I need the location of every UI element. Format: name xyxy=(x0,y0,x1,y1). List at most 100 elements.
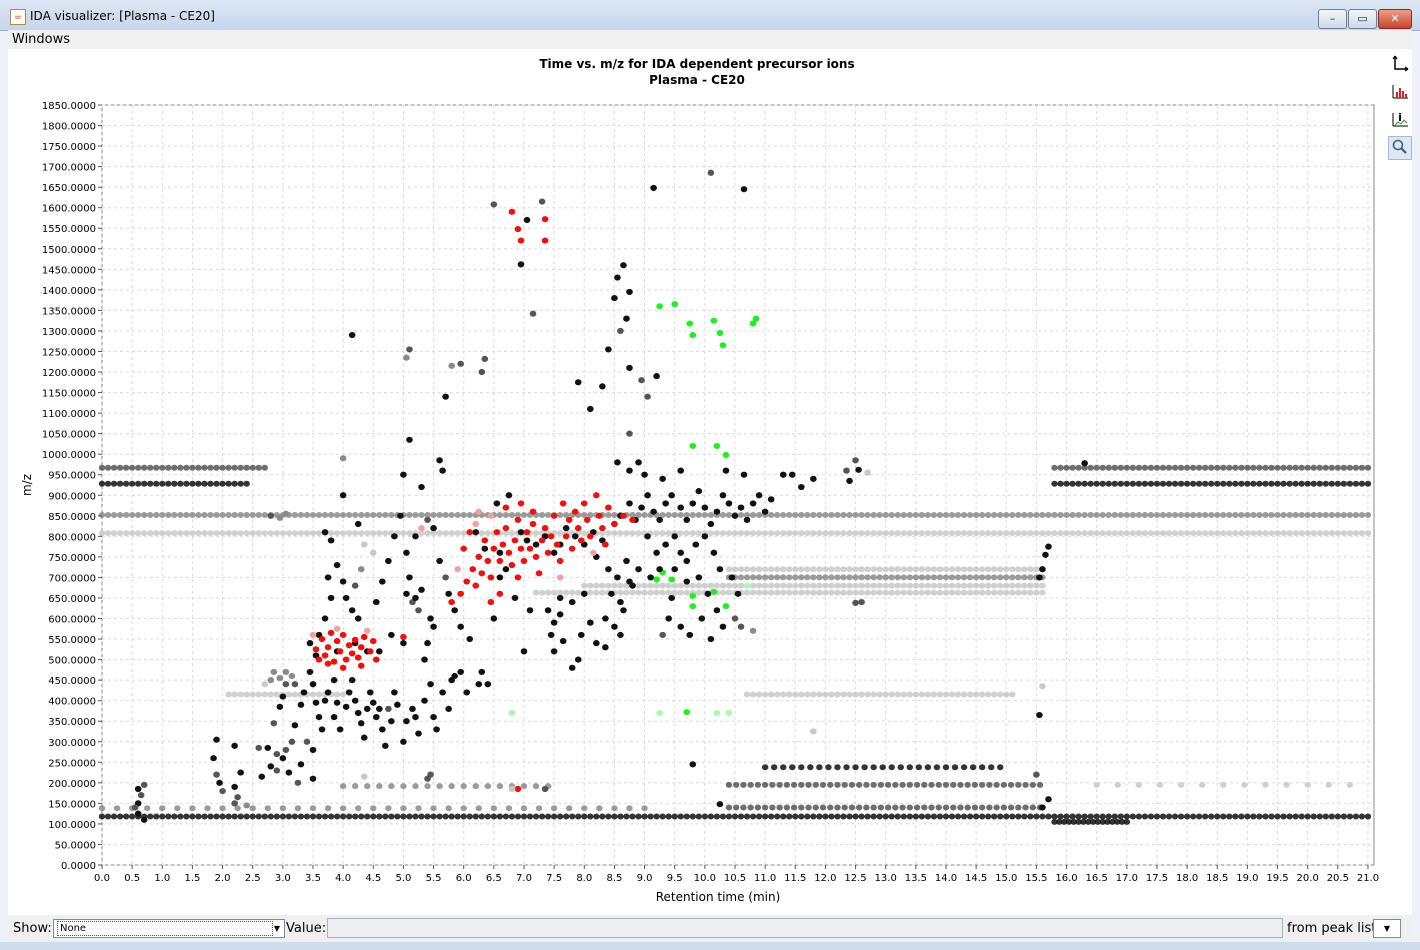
band-point xyxy=(906,574,914,581)
band-point xyxy=(954,691,962,698)
band-point xyxy=(984,566,992,573)
scatter-chart[interactable]: Time vs. m/z for IDA dependent precursor… xyxy=(8,49,1382,915)
band-point xyxy=(641,813,648,820)
data-point xyxy=(351,697,359,704)
band-point xyxy=(804,511,811,518)
band-point xyxy=(1352,511,1360,518)
band-point xyxy=(1093,530,1100,537)
band-point xyxy=(1304,813,1311,820)
band-point xyxy=(611,813,618,820)
y-tick-label: 950.0000 xyxy=(48,471,96,482)
band-point xyxy=(297,511,305,518)
band-point xyxy=(906,589,914,596)
band-point xyxy=(231,464,238,471)
band-point xyxy=(798,781,805,788)
menu-windows[interactable]: Windows xyxy=(12,32,71,47)
band-point xyxy=(1033,566,1040,573)
band-point xyxy=(882,566,889,573)
data-point xyxy=(617,327,624,335)
data-point xyxy=(315,714,323,721)
band-point xyxy=(894,691,901,698)
data-point xyxy=(689,761,697,768)
data-point xyxy=(309,775,317,782)
band-point xyxy=(177,464,184,471)
data-point xyxy=(324,574,332,581)
data-point xyxy=(719,342,727,349)
band-point xyxy=(1183,813,1191,820)
show-select[interactable]: None ▼ xyxy=(53,919,285,938)
band-point xyxy=(538,589,546,596)
minimize-button[interactable]: – xyxy=(1318,9,1347,29)
band-point xyxy=(754,804,762,811)
band-point xyxy=(116,511,124,518)
band-point xyxy=(231,530,238,537)
data-point xyxy=(1042,551,1049,558)
histogram-icon[interactable] xyxy=(1388,80,1412,104)
band-point xyxy=(816,530,823,537)
x-tick-label: 2.5 xyxy=(245,873,261,884)
band-point xyxy=(1080,818,1087,825)
band-point xyxy=(195,813,202,820)
peak-list-select[interactable]: ▼ xyxy=(1373,919,1401,938)
band-point xyxy=(1065,818,1073,825)
band-point xyxy=(1214,813,1221,820)
data-point xyxy=(442,393,449,400)
band-point xyxy=(783,804,791,811)
band-point xyxy=(825,764,832,771)
band-point xyxy=(743,589,751,596)
band-point xyxy=(924,574,932,581)
band-point xyxy=(737,582,745,589)
band-point xyxy=(991,691,998,698)
band-point xyxy=(991,566,998,573)
band-point xyxy=(948,813,956,820)
data-point xyxy=(267,512,275,519)
data-point xyxy=(650,184,657,192)
info-icon[interactable]: i xyxy=(1388,108,1412,132)
close-button[interactable]: ✕ xyxy=(1378,9,1412,29)
data-point xyxy=(587,405,594,413)
data-point xyxy=(517,545,525,552)
data-point xyxy=(725,709,733,717)
band-point xyxy=(719,511,727,518)
band-point xyxy=(1045,530,1052,537)
chevron-down-icon[interactable]: ▼ xyxy=(1383,924,1391,933)
chevron-down-icon[interactable]: ▼ xyxy=(273,924,281,933)
data-point xyxy=(858,598,865,606)
band-point xyxy=(207,511,214,518)
band-point xyxy=(918,691,926,698)
band-point xyxy=(1027,511,1034,518)
x-tick-label: 12.5 xyxy=(844,873,866,884)
band-point xyxy=(1262,464,1269,471)
title-bar[interactable]: ☕ IDA visualizer: [Plasma - CE20] – ▭ ✕ xyxy=(0,0,1420,31)
axes-icon[interactable] xyxy=(1388,52,1412,76)
band-point xyxy=(626,805,633,812)
data-point xyxy=(580,590,588,597)
value-field[interactable] xyxy=(327,918,1283,938)
x-tick-label: 20.5 xyxy=(1327,873,1349,884)
band-point xyxy=(713,813,721,820)
band-point xyxy=(870,691,877,698)
band-point xyxy=(964,804,971,811)
data-point xyxy=(231,742,238,749)
band-point xyxy=(924,530,932,537)
data-point xyxy=(472,582,480,589)
band-point xyxy=(1027,589,1034,596)
maximize-button[interactable]: ▭ xyxy=(1348,9,1377,29)
band-point xyxy=(147,511,154,518)
data-point xyxy=(511,594,519,602)
band-point xyxy=(960,589,968,596)
zoom-icon[interactable] xyxy=(1388,136,1412,160)
band-point xyxy=(520,511,528,518)
band-point xyxy=(855,781,863,788)
band-point xyxy=(442,530,449,537)
data-point xyxy=(665,615,672,622)
band-point xyxy=(942,781,950,788)
band-point xyxy=(128,464,136,471)
band-point xyxy=(418,813,425,820)
band-point xyxy=(888,813,895,820)
y-tick-label: 1600.0000 xyxy=(42,204,96,215)
data-point xyxy=(430,714,437,721)
band-point xyxy=(291,691,299,698)
data-point xyxy=(614,574,621,581)
band-point xyxy=(761,566,769,573)
